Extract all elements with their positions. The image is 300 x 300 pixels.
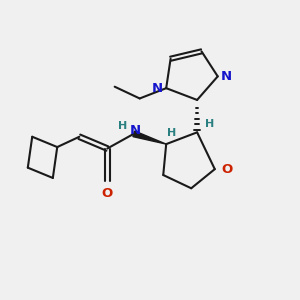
Text: O: O: [221, 163, 233, 176]
Polygon shape: [133, 131, 166, 144]
Text: H: H: [118, 121, 127, 130]
Text: N: N: [221, 70, 232, 83]
Text: N: N: [152, 82, 163, 95]
Text: O: O: [102, 187, 113, 200]
Text: H: H: [167, 128, 177, 138]
Text: H: H: [206, 119, 214, 129]
Text: N: N: [130, 124, 141, 137]
